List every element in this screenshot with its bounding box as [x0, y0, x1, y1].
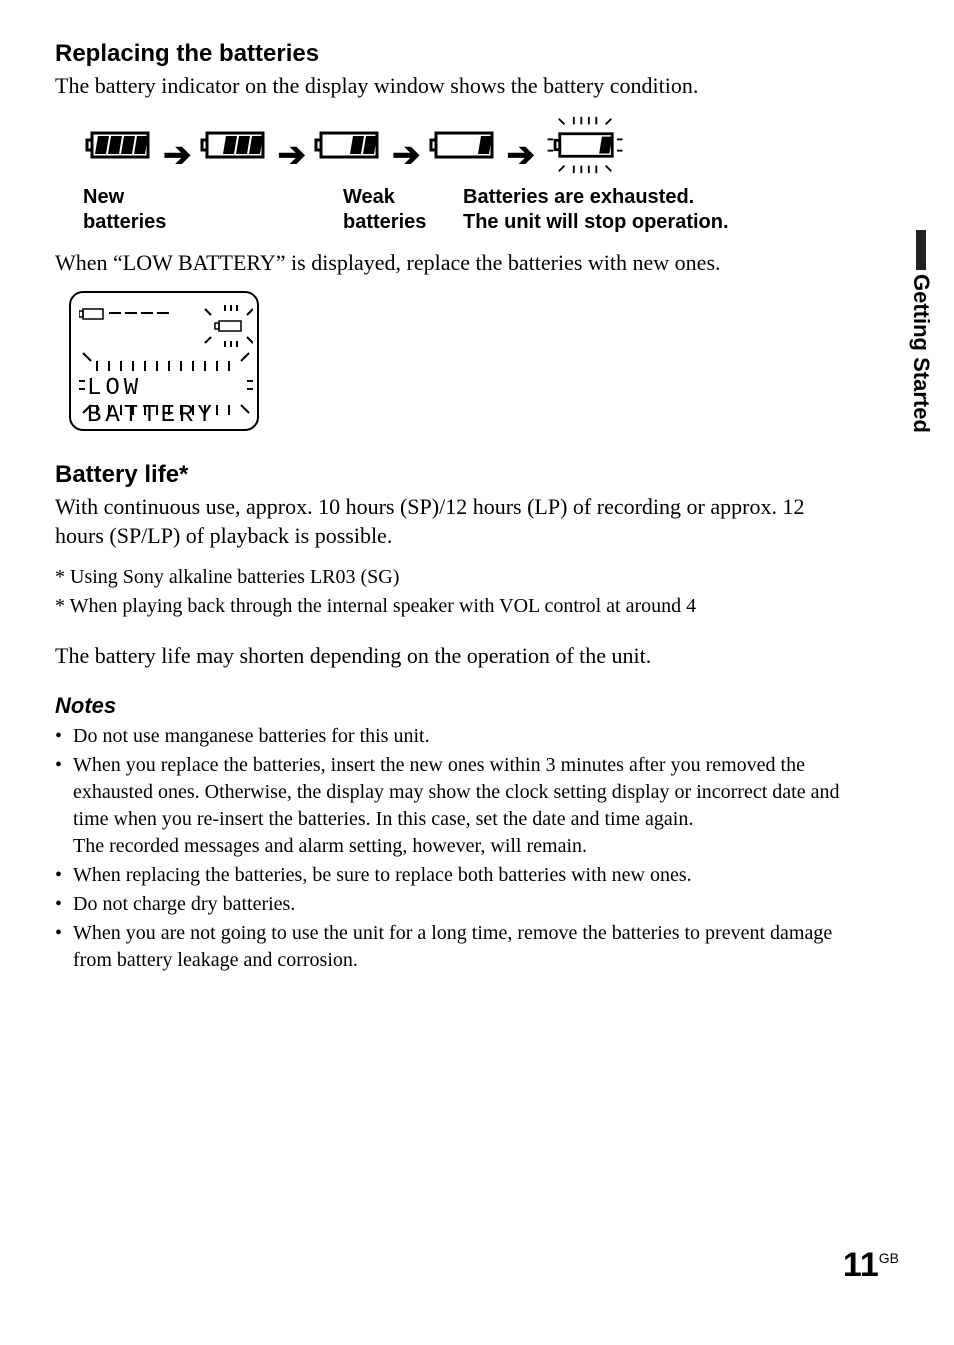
battery-step	[429, 115, 499, 175]
heading-notes: Notes	[55, 693, 899, 719]
page-number: 11GB	[843, 1246, 899, 1285]
battery-icon	[85, 115, 155, 175]
battery-step	[200, 115, 270, 175]
arrow-icon: ➔	[507, 135, 536, 175]
note-text: When you are not going to use the unit f…	[73, 922, 832, 971]
battery-state-sequence: ➔ ➔ ➔ ➔	[85, 115, 899, 175]
battery-step	[85, 115, 155, 175]
note-text: When you replace the batteries, insert t…	[73, 754, 839, 830]
lcd-small-battery-icon	[79, 309, 103, 319]
note-text: Do not charge dry batteries.	[73, 893, 295, 915]
battery-life-body: With continuous use, approx. 10 hours (S…	[55, 493, 845, 550]
label-exhausted-batteries: Batteries are exhausted. The unit will s…	[463, 185, 823, 235]
heading-replacing-batteries: Replacing the batteries	[55, 40, 899, 68]
battery-step	[543, 115, 629, 175]
battery-step	[314, 115, 384, 175]
lcd-ticks-top-row	[83, 353, 249, 371]
note-text: Do not use manganese batteries for this …	[73, 725, 430, 747]
battery-icon	[200, 115, 270, 175]
footnote-1: * Using Sony alkaline batteries LR03 (SG…	[55, 564, 855, 591]
battery-icon	[314, 115, 384, 175]
arrow-icon: ➔	[278, 135, 307, 175]
note-text: When replacing the batteries, be sure to…	[73, 864, 692, 886]
lcd-flashing-battery-icon	[205, 305, 253, 347]
note-item: When you replace the batteries, insert t…	[55, 752, 865, 860]
battery-life-tail: The battery life may shorten depending o…	[55, 642, 845, 671]
intro-text: The battery indicator on the display win…	[55, 72, 845, 101]
battery-state-labels: New batteries Weak batteries Batteries a…	[83, 185, 899, 235]
lcd-text: LOW BATTERY	[87, 375, 257, 429]
label-weak-batteries: Weak batteries	[343, 185, 463, 235]
note-item: Do not charge dry batteries.	[55, 891, 865, 918]
page-number-value: 11	[843, 1246, 879, 1284]
notes-list: Do not use manganese batteries for this …	[55, 723, 865, 974]
lcd-display-illustration: LOW BATTERY	[69, 291, 259, 431]
side-tab-label: Getting Started	[908, 274, 934, 433]
document-page: Getting Started Replacing the batteries …	[0, 0, 954, 1345]
heading-battery-life: Battery life*	[55, 461, 899, 489]
note-text: The recorded messages and alarm setting,…	[73, 833, 865, 860]
low-battery-instruction: When “LOW BATTERY” is displayed, replace…	[55, 249, 845, 278]
footnote-2: * When playing back through the internal…	[55, 593, 855, 620]
section-side-tab: Getting Started	[908, 230, 934, 433]
battery-icon-flashing	[543, 115, 629, 175]
battery-icon	[429, 115, 499, 175]
note-item: Do not use manganese batteries for this …	[55, 723, 865, 750]
arrow-icon: ➔	[392, 135, 421, 175]
arrow-icon: ➔	[163, 135, 192, 175]
label-new-batteries: New batteries	[83, 185, 343, 235]
note-item: When you are not going to use the unit f…	[55, 920, 865, 974]
page-number-suffix: GB	[879, 1250, 899, 1266]
side-tab-marker	[916, 230, 926, 270]
note-item: When replacing the batteries, be sure to…	[55, 862, 865, 889]
